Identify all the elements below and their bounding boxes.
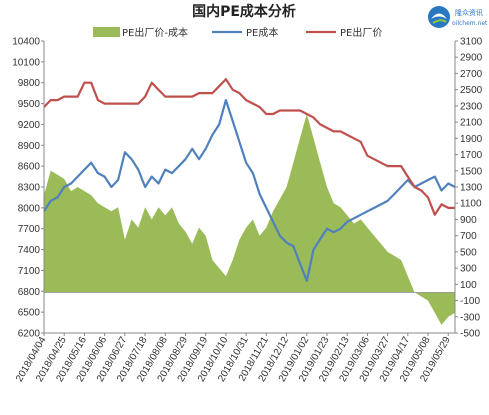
right-tick-label: 2500 bbox=[460, 85, 483, 96]
right-tick-label: 1500 bbox=[460, 166, 483, 177]
spread-area bbox=[44, 114, 455, 325]
left-tick-label: 7100 bbox=[18, 266, 41, 277]
right-tick-label: 1100 bbox=[460, 199, 482, 210]
legend-label-spread: PE出厂价-成本 bbox=[122, 26, 188, 39]
logo-leaf-icon bbox=[432, 19, 447, 24]
left-tick-label: 10400 bbox=[12, 37, 40, 48]
logo-circle-icon bbox=[428, 6, 450, 28]
left-tick-label: 6500 bbox=[18, 308, 41, 319]
right-tick-label: 300 bbox=[460, 264, 477, 275]
left-tick-label: 9200 bbox=[18, 120, 41, 131]
logo-wave-icon bbox=[431, 13, 447, 19]
legend: PE出厂价-成本 PE成本 PE出厂价 bbox=[93, 26, 382, 39]
right-tick-label: -500 bbox=[460, 329, 480, 340]
left-tick-label: 6800 bbox=[18, 287, 41, 298]
left-tick-label: 6200 bbox=[18, 329, 41, 340]
price-line bbox=[43, 78, 455, 216]
right-tick-label: -300 bbox=[460, 312, 480, 323]
right-tick-label: 2900 bbox=[460, 53, 483, 64]
right-tick-label: 2300 bbox=[460, 101, 483, 112]
left-tick-label: 8600 bbox=[18, 162, 41, 173]
cost-line bbox=[43, 98, 456, 282]
right-tick-label: 500 bbox=[460, 247, 477, 258]
left-tick-label: 7400 bbox=[18, 245, 41, 256]
legend-label-cost: PE成本 bbox=[246, 26, 278, 39]
right-tick-label: 1900 bbox=[460, 134, 483, 145]
right-tick-label: 3100 bbox=[460, 37, 483, 48]
right-tick-label: 700 bbox=[460, 231, 477, 242]
left-tick-label: 10100 bbox=[12, 57, 40, 68]
legend-swatch-spread bbox=[93, 27, 120, 37]
right-tick-label: 1700 bbox=[460, 150, 483, 161]
chart-title: 国内PE成本分析 bbox=[192, 3, 296, 20]
left-tick-label: 8000 bbox=[18, 203, 41, 214]
left-tick-label: 9800 bbox=[18, 78, 41, 89]
left-tick-label: 7700 bbox=[18, 224, 41, 235]
right-tick-label: 2700 bbox=[460, 69, 483, 80]
left-tick-label: 8900 bbox=[18, 141, 41, 152]
logo-name-cn: 隆众资讯 bbox=[455, 8, 483, 17]
right-tick-label: 2100 bbox=[460, 118, 483, 129]
left-tick-label: 9500 bbox=[18, 99, 41, 110]
right-tick-label: -100 bbox=[460, 296, 480, 307]
legend-label-price: PE出厂价 bbox=[340, 26, 382, 39]
right-tick-label: 100 bbox=[460, 280, 477, 291]
left-tick-label: 8300 bbox=[18, 183, 41, 194]
right-tick-label: 900 bbox=[460, 215, 477, 226]
plot-area bbox=[43, 78, 456, 325]
brand-logo: 隆众资讯 oilchem.net bbox=[428, 6, 488, 28]
logo-name-en: oilchem.net bbox=[452, 20, 488, 27]
right-tick-label: 1300 bbox=[460, 183, 483, 194]
